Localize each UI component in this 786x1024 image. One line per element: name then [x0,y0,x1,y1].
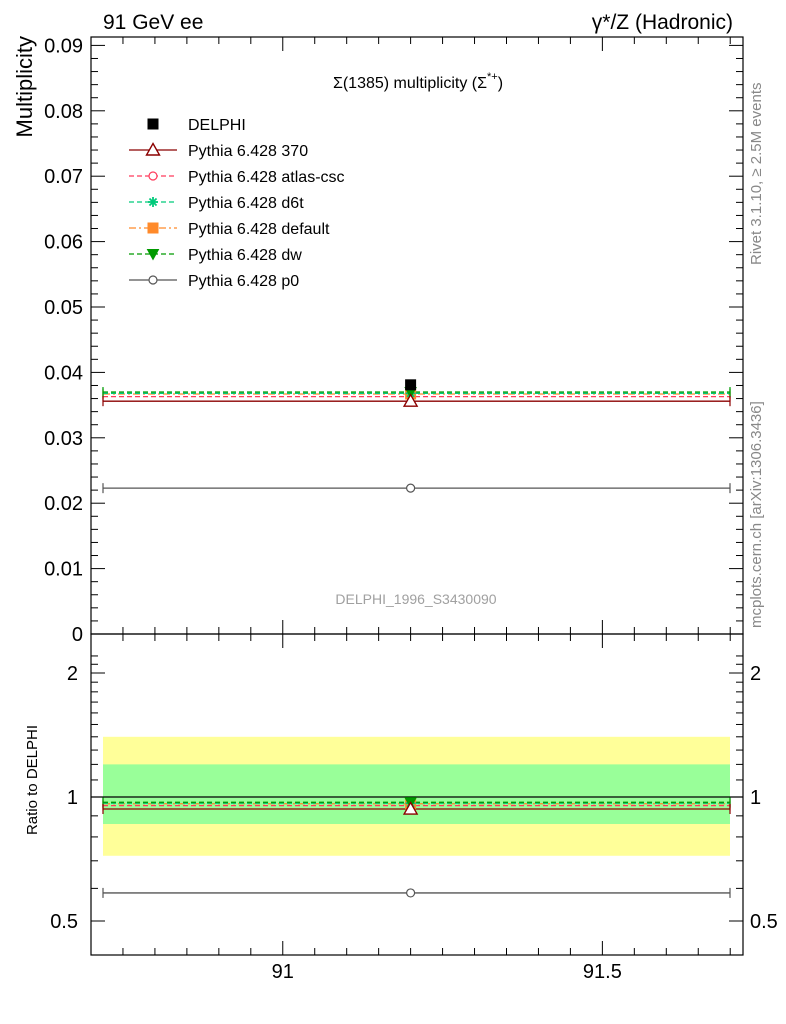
legend-marker-p0 [148,275,158,285]
legend-marker-p370 [145,142,161,156]
main-ylabel: Multiplicity [12,36,37,137]
ratio-point-p0 [406,888,416,898]
y-tick-label: 0.04 [44,362,83,384]
ratio-y-tick-label-right: 2 [750,663,761,685]
chart-title-sup: *+ [487,71,498,83]
ratio-y-tick-label: 1 [67,787,78,809]
chart-title-close: ) [498,75,503,92]
x-tick-label: 91.5 [583,961,622,983]
ratio-ylabel: Ratio to DELPHI [24,725,41,835]
legend-label-d6t: Pythia 6.428 d6t [188,195,304,212]
y-tick-label: 0.03 [44,428,83,450]
legend-label-p0: Pythia 6.428 p0 [188,273,299,290]
legend: DELPHI Pythia 6.428 370 Pythia 6.428 atlas… [129,117,345,290]
ratio-band-1sigma [103,764,730,824]
legend-marker-default [147,222,159,234]
ratio-axis-ticks: 0.5 0.5 1 1 2 2 91 91.5 [50,634,778,983]
legend-label-default: Pythia 6.428 default [188,221,330,238]
ratio-y-tick-label-right: 0.5 [750,911,778,933]
main-panel: 0 0.01 0.02 0.03 0.04 0.05 0.06 0.07 0.08 0.09 Σ(… [44,35,744,646]
legend-marker-dw [146,249,160,261]
y-tick-label: 0.08 [44,101,83,123]
legend-label-dw: Pythia 6.428 dw [188,247,302,264]
y-tick-label: 0.07 [44,166,83,188]
legend-marker-atlas_csc [148,171,158,181]
ratio-y-tick-label: 0.5 [50,911,78,933]
y-tick-label: 0.09 [44,35,83,57]
chart-title: Σ(1385) multiplicity (Σ*+) [333,71,503,92]
legend-marker-delphi [147,118,159,130]
y-tick-label: 0.01 [44,559,83,581]
analysis-watermark: DELPHI_1996_S3430090 [335,591,496,607]
star-stroke [148,197,158,207]
header-left-label: 91 GeV ee [103,11,203,34]
ratio-plot-area [91,736,743,898]
legend-label-atlas_csc: Pythia 6.428 atlas-csc [188,169,345,186]
y-tick-label: 0.06 [44,232,83,254]
header-right-label: γ*/Z (Hadronic) [592,11,733,34]
data-point-p370 [402,393,419,407]
y-tick-label: 0.02 [44,493,83,515]
chart-title-base: Σ(1385) multiplicity (Σ [333,75,487,92]
data-point-p0 [406,483,416,493]
ratio-point-p370 [402,801,419,815]
mcplots-note: mcplots.cern.ch [arXiv:1306.3436] [748,401,765,628]
rivet-note: Rivet 3.1.10, ≥ 2.5M events [748,83,765,266]
main-plot-area [102,379,731,494]
data-point-delphi [405,379,417,391]
ratio-y-tick-label-right: 1 [750,787,761,809]
legend-label-p370: Pythia 6.428 370 [188,143,308,160]
legend-marker-d6t [148,197,158,207]
x-tick-label: 91 [272,961,294,983]
y-tick-label: 0 [72,624,83,646]
y-tick-label: 0.05 [44,297,83,319]
legend-label-delphi: DELPHI [188,117,246,134]
ratio-y-tick-label: 2 [67,663,78,685]
main-axis-ticks: 0 0.01 0.02 0.03 0.04 0.05 0.06 0.07 0.08 0.09 [44,35,743,646]
ratio-panel: 0.5 0.5 1 1 2 2 91 91.5 [50,633,778,983]
ratio-frame [90,633,744,956]
